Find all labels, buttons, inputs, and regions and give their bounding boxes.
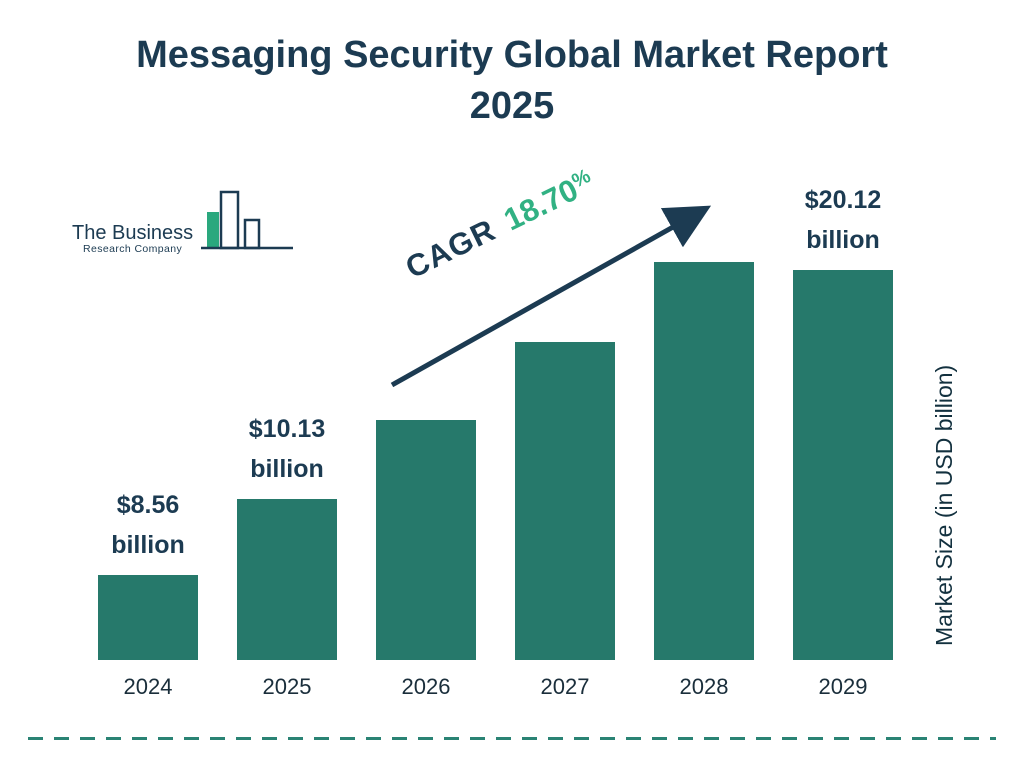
bar-chart: $8.56 billion 2024 $10.13 billion 2025 2026 202…	[98, 180, 893, 699]
x-axis-tick-2028: 2028	[679, 674, 729, 699]
logo-barchart-icon	[199, 190, 295, 259]
bar-2024	[98, 575, 198, 660]
bar-value-label-2025: $10.13 billion	[248, 415, 326, 483]
x-axis-tick-2024: 2024	[123, 674, 173, 699]
bar-value-label-2024: $8.56 billion	[111, 491, 185, 559]
x-axis-tick-2029: 2029	[818, 674, 868, 699]
x-axis-tick-2025: 2025	[262, 674, 312, 699]
chart-title: Messaging Security Global Market Report …	[0, 30, 1024, 133]
bar-2027	[515, 342, 615, 660]
bar-2026	[376, 420, 476, 660]
y-axis-label: Market Size (in USD billion)	[931, 364, 957, 646]
logo-name: The Business	[72, 221, 194, 244]
bar-column-2026: 2026	[376, 180, 476, 699]
bar-2029	[793, 270, 893, 660]
bar-2028	[654, 262, 754, 660]
bar-2025	[237, 499, 337, 660]
bar-column-2027: 2027	[515, 180, 615, 699]
x-axis-tick-2027: 2027	[540, 674, 590, 699]
bottom-dashed-divider	[28, 737, 996, 740]
bar-column-2024: $8.56 billion 2024	[98, 180, 198, 699]
bar-column-2028: 2028	[654, 180, 754, 699]
logo-subname: Research Company	[82, 242, 183, 255]
chart-title-text: Messaging Security Global Market Report …	[136, 34, 888, 128]
bar-value-label-2029: $20.12 billion	[804, 186, 882, 254]
bar-column-2025: $10.13 billion 2025	[237, 180, 337, 699]
bar-column-2029: $20.12 billion 2029	[793, 180, 893, 699]
x-axis-tick-2026: 2026	[401, 674, 451, 699]
company-logo: The Business Research Company	[72, 190, 295, 259]
company-logo-text: The Business Research Company	[72, 221, 194, 255]
